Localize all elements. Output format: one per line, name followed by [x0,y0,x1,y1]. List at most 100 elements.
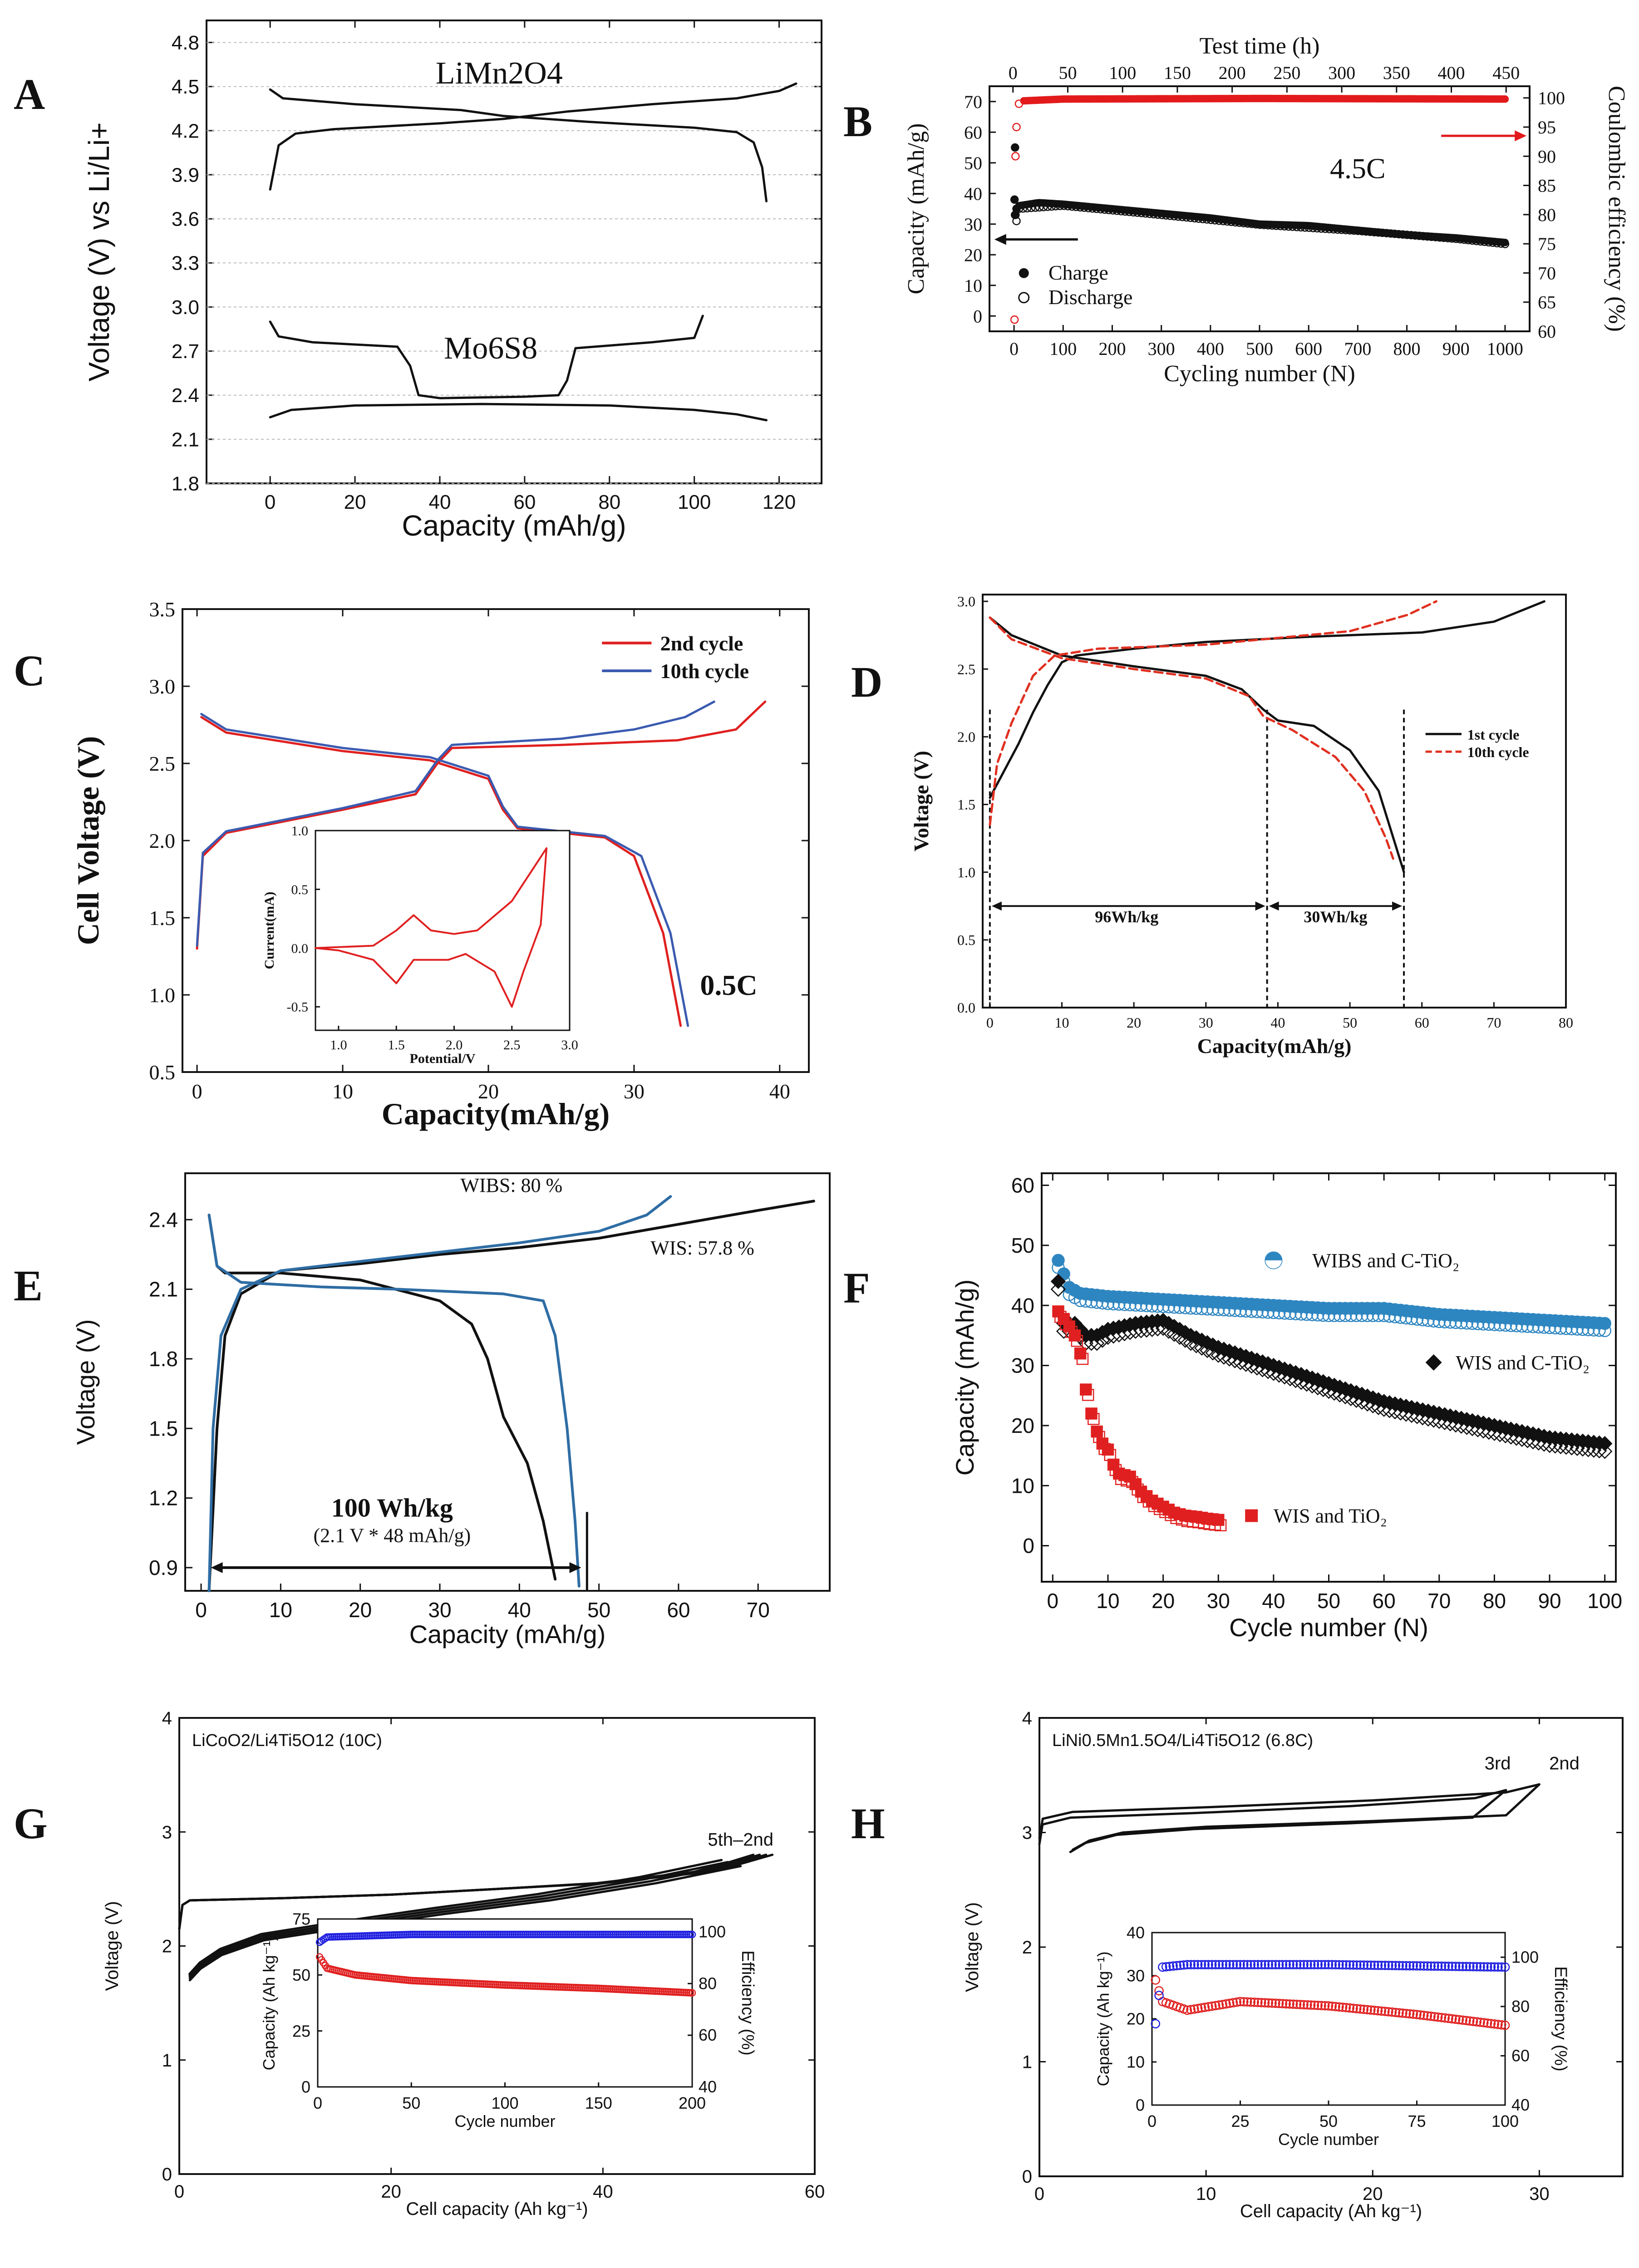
data-point [1444,1962,1453,1971]
data-point [1182,213,1191,222]
data-point [1214,1960,1224,1969]
y-axis-title: Voltage (V) [910,751,933,851]
data-point [1261,1306,1275,1319]
data-point [1218,2000,1227,2009]
data-point [1223,1304,1236,1317]
data-point [1200,2002,1210,2012]
data-point [1123,1298,1137,1312]
data-point [1390,229,1399,238]
x-tick-label: 0 [986,1014,994,1031]
data-point [1452,234,1461,243]
data-point [1501,240,1510,248]
y-tick-label: 2.4 [149,1208,178,1231]
data-point [1190,2004,1199,2014]
x-tick-label: 2.5 [503,1038,521,1053]
x-axis-title: Capacity (mAh/g) [402,509,626,542]
data-point [1525,1434,1541,1450]
data-point [1468,1962,1478,1972]
data-point [1355,1309,1368,1322]
data-point [1195,1302,1208,1315]
y-tick-label: 0 [1023,1534,1034,1558]
right-tick-label: 95 [1538,117,1556,138]
data-point [1167,1300,1181,1314]
x-axis-title: Cell capacity (Ah kg⁻¹) [1240,2201,1422,2221]
data-point [1586,1442,1602,1458]
data-point [1465,1962,1475,1972]
data-point [1329,225,1338,234]
data-point [1281,1960,1291,1969]
data-point [1251,220,1260,229]
y-axis-title: Voltage (V) [71,1319,100,1445]
data-point [1355,2004,1365,2014]
data-point [1104,1449,1117,1461]
data-point [1011,152,1020,161]
data-point [1470,1422,1486,1437]
data-point [1227,1353,1243,1368]
data-point [1435,233,1444,242]
y-tick-label: 2 [162,1937,172,1957]
data-point [1206,1303,1220,1316]
y-tick-label: 10 [964,276,982,296]
data-point [1052,1254,1065,1267]
data-point [1073,1294,1087,1307]
data-point [1464,236,1473,245]
marker-group [1050,1281,1613,1459]
data-point [1288,1373,1304,1388]
data-point [1479,1962,1489,1972]
top-tick-label: 150 [1164,63,1191,83]
x-tick-label: 40 [1262,1589,1285,1613]
annotation: 2nd [1549,1754,1580,1774]
data-point [1088,204,1097,213]
right-tick-label: 80 [699,1974,717,1992]
data-point [1437,2012,1447,2022]
marker-group [1052,1261,1611,1338]
y-tick-label: 3 [1022,1823,1032,1843]
data-point [1202,215,1211,224]
marker-group [1020,94,1509,105]
x-tick-label: 100 [1491,2112,1519,2130]
data-point [1341,226,1350,235]
data-point [1117,207,1126,216]
data-point [1101,1297,1115,1310]
x-tick-label: 0 [265,491,276,513]
data-point [1366,1960,1376,1970]
x-tick-label: 600 [1295,339,1322,359]
data-point [1501,95,1509,103]
chart-title: LiCoO2/Li4Ti5O12 (10C) [192,1731,382,1750]
x-tick-label: 0 [1047,1589,1059,1613]
data-point [1419,2011,1429,2020]
data-point [1256,1305,1269,1318]
data-point [1398,2008,1408,2018]
data-point [1490,1962,1499,1972]
data-point [1416,1313,1429,1327]
data-point [1184,1301,1197,1315]
data-point [1079,1294,1093,1308]
top-tick-label: 50 [1058,63,1077,83]
data-point [1361,1309,1374,1322]
y-tick-label: 10 [1127,2053,1145,2071]
data-point [1309,2000,1319,2010]
y-tick-label: 2.7 [172,340,199,363]
annotation: WIS: 57.8 % [650,1237,754,1259]
data-point [1338,1389,1353,1405]
data-point [1190,1302,1203,1315]
data-point [1462,1962,1471,1972]
data-point [1250,1997,1259,2007]
data-point [1593,1323,1606,1337]
data-point [1322,1309,1335,1322]
right-tick-label: 80 [1511,1997,1530,2016]
data-point [1317,1960,1326,1969]
data-point [1249,1360,1265,1376]
x-tick-label: 0 [313,2094,322,2112]
data-point [1496,239,1506,248]
data-point [1460,235,1469,244]
data-point [1299,2000,1309,2010]
data-point [1217,1303,1230,1317]
data-point [1324,1960,1334,1969]
top-axis-title: Test time (h) [1200,33,1320,59]
data-point [1303,2000,1312,2010]
legend-label: 10th cycle [1467,744,1529,760]
y-axis-title: Voltage (V) vs Li/Li+ [83,123,115,382]
data-point [1537,1321,1551,1334]
data-point [1412,2010,1422,2019]
